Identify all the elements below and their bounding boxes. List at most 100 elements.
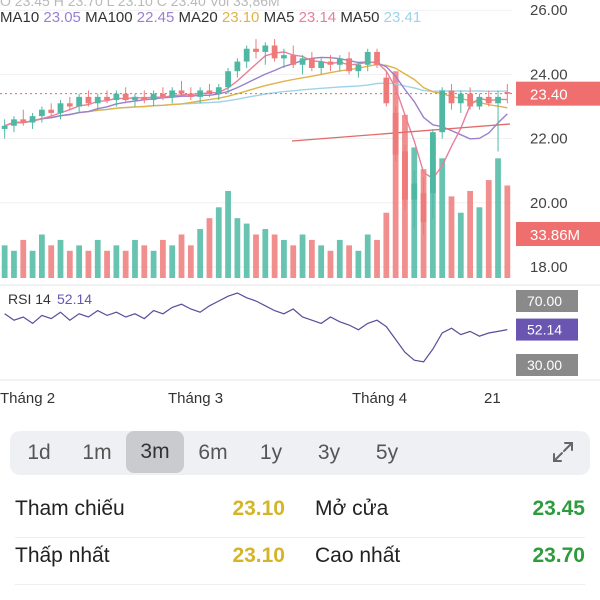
ma-legend-label: MA5	[263, 9, 299, 26]
volume-bar	[383, 212, 390, 278]
period-tab-1y[interactable]: 1y	[259, 441, 283, 464]
volume-bar	[29, 250, 36, 278]
rsi-value-badge	[516, 318, 578, 341]
candle-body	[374, 51, 380, 65]
volume-bar	[253, 234, 259, 278]
period-tab-3y[interactable]: 3y	[317, 441, 341, 464]
volume-bar	[308, 239, 315, 278]
candle-body	[66, 103, 73, 107]
volume-bar	[374, 239, 380, 278]
period-tab-1d[interactable]: 1d	[27, 441, 51, 464]
volume-bar	[76, 245, 83, 278]
candle-body	[504, 92, 511, 94]
ma-legend-label: MA100	[85, 9, 137, 26]
candle-body	[383, 77, 390, 104]
volume-bar	[85, 250, 92, 278]
period-tab-5y[interactable]: 5y	[375, 441, 399, 464]
ma-legend-label: MA20	[178, 9, 222, 26]
volume-bar	[467, 190, 473, 278]
time-axis-label: Tháng 4	[352, 390, 407, 407]
volume-bar	[122, 250, 129, 278]
ma-legend-value: 22.45	[136, 9, 179, 26]
rsi-value-text: 52.14	[527, 322, 562, 338]
candle-body	[132, 96, 138, 101]
period-tab-3m[interactable]: 3m	[126, 431, 184, 473]
period-tab-1m[interactable]: 1m	[82, 441, 112, 464]
volume-bar	[197, 229, 204, 278]
candle-body	[355, 64, 362, 72]
candle-body	[113, 93, 120, 101]
trend-line	[291, 123, 511, 142]
current-price-text: 23.40	[530, 87, 568, 104]
volume-bar	[187, 245, 194, 278]
candle-body	[104, 96, 110, 101]
candle-body	[1, 125, 8, 129]
candle-body	[160, 93, 166, 97]
time-axis-label: Tháng 3	[168, 390, 223, 407]
volume-bar	[495, 158, 501, 278]
volume-bar	[132, 239, 138, 278]
volume-bar	[104, 250, 110, 278]
ma-legend-value: 23.14	[298, 9, 341, 26]
candle-body	[262, 45, 269, 52]
candle-body	[281, 55, 287, 59]
candle-body	[225, 71, 231, 88]
volume-bar	[336, 239, 343, 278]
volume-bar	[206, 218, 213, 278]
candle-body	[336, 58, 343, 65]
volume-bar	[327, 250, 334, 278]
ref-label: Tham chiếu	[15, 497, 125, 520]
candle-body	[327, 61, 334, 65]
volume-bar	[11, 250, 17, 278]
time-axis-label: Tháng 2	[0, 390, 55, 407]
rsi-70-badge	[516, 290, 578, 312]
rsi-label: RSI 14	[8, 291, 51, 307]
candle-body	[448, 90, 455, 104]
volume-bar	[243, 223, 250, 278]
volume-bar	[169, 245, 176, 278]
ma-legend-value: 23.41	[383, 9, 422, 26]
price-chart[interactable]: 26.00 24.00 22.00 20.00 18.00 23.40 33.86M RSI …	[0, 0, 600, 420]
period-selector: 1d 1m 3m 6m 1y 3y 5y	[10, 431, 590, 475]
candle-body	[476, 96, 483, 107]
volume-bar	[262, 229, 269, 278]
volume-bar	[1, 245, 8, 278]
stats-row-2: Thấp nhất 23.10 Cao nhất 23.70	[15, 544, 585, 580]
period-tab-6m[interactable]: 6m	[198, 441, 228, 464]
open-value: 23.45	[532, 497, 585, 520]
price-axis-label: 22.00	[530, 131, 568, 148]
volume-bar	[355, 250, 362, 278]
candle-body	[122, 93, 129, 101]
expand-icon[interactable]	[550, 439, 576, 465]
volume-bar	[457, 212, 464, 278]
candle-body	[364, 51, 371, 65]
stats-row-1: Tham chiếu 23.10 Mở cửa 23.45	[15, 497, 585, 533]
candle-body	[85, 96, 92, 104]
candle-body	[141, 96, 148, 101]
candle-body	[439, 90, 446, 133]
volume-bar	[160, 239, 166, 278]
candle-body	[76, 96, 83, 107]
volume-bar	[485, 180, 492, 278]
divider	[15, 584, 585, 585]
chart-canvas[interactable]: 26.00 24.00 22.00 20.00 18.00 23.40 33.86M RSI …	[0, 0, 600, 420]
volume-bar	[364, 234, 371, 278]
candle-body	[48, 109, 55, 113]
candle-body	[11, 119, 17, 126]
candle-body	[392, 112, 399, 155]
candle-body	[169, 90, 176, 97]
volume-bar	[346, 245, 352, 278]
candle-body	[206, 90, 213, 94]
candle-body	[402, 151, 408, 200]
high-label: Cao nhất	[315, 544, 401, 567]
volume-bar	[141, 245, 148, 278]
candle-body	[485, 96, 492, 104]
volume-badge	[516, 222, 600, 246]
volume-bar	[234, 218, 241, 278]
open-label: Mở cửa	[315, 497, 389, 520]
candle-body	[150, 93, 157, 101]
current-price-badge	[516, 81, 600, 106]
volume-bar	[215, 207, 222, 278]
ma-legend-label: MA10	[0, 9, 44, 26]
candle-body	[215, 87, 222, 94]
